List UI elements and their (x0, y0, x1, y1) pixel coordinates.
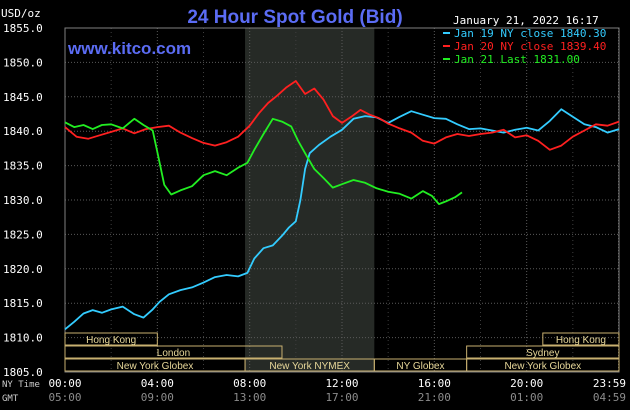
y-tick-label: 1815.0 (3, 297, 43, 310)
x-tick-label-gmt: 05:00 (48, 391, 81, 404)
session-label: Sydney (526, 348, 559, 359)
session-box (64, 332, 158, 346)
nymex-session-shade (245, 28, 375, 372)
x-tick-label-ny: 00:00 (48, 377, 81, 390)
series-line (64, 80, 620, 151)
timestamp-label: January 21, 2022 16:17 (453, 14, 599, 27)
x-tick-label-ny: 23:59 (593, 377, 626, 390)
session-box (542, 332, 620, 346)
session-box (64, 345, 283, 359)
session-box (466, 345, 620, 359)
x-tick-label-ny: 08:00 (233, 377, 266, 390)
session-label: Hong Kong (556, 335, 606, 346)
grid-lines (64, 27, 620, 373)
y-tick-label: 1820.0 (3, 263, 43, 276)
chart-title: 24 Hour Spot Gold (Bid) (187, 7, 402, 28)
y-axis-unit-label: USD/oz (1, 7, 41, 20)
y-tick-label: 1855.0 (3, 22, 43, 35)
x-tick-label-ny: 16:00 (418, 377, 451, 390)
source-watermark: www.kitco.com (67, 39, 191, 58)
y-tick-label: 1810.0 (3, 332, 43, 345)
session-box (466, 358, 620, 372)
ny-time-row-label: NY Time (2, 380, 40, 390)
legend-entry: Jan 20 NY close 1839.40 (454, 40, 606, 53)
x-tick-label-ny: 12:00 (325, 377, 358, 390)
gmt-row-label: GMT (2, 394, 19, 404)
x-tick-label-gmt: 21:00 (418, 391, 451, 404)
session-label: New York Globex (117, 361, 194, 372)
y-tick-label: 1830.0 (3, 194, 43, 207)
series-line (64, 108, 620, 330)
x-tick-label-gmt: 09:00 (141, 391, 174, 404)
market-session-rows: Hong Kong Hong Kong London Sydney New York G… (64, 332, 620, 372)
series-line (64, 117, 463, 205)
y-tick-labels: 1855.0 1850.0 1845.0 1840.0 1835.0 1830.0 1825… (3, 22, 43, 379)
x-tick-label-gmt: 01:00 (510, 391, 543, 404)
y-tick-label: 1850.0 (3, 56, 43, 69)
x-tick-label-gmt: 17:00 (325, 391, 358, 404)
session-label: New York Globex (504, 361, 581, 372)
x-tick-label-ny: 20:00 (510, 377, 543, 390)
session-label: New York NYMEX (269, 361, 350, 372)
y-tick-label: 1845.0 (3, 91, 43, 104)
session-label: Hong Kong (86, 335, 136, 346)
legend-entry: Jan 21 Last 1831.00 (454, 53, 580, 66)
x-tick-label-ny: 04:00 (141, 377, 174, 390)
session-label: London (157, 348, 190, 359)
y-tick-label: 1840.0 (3, 125, 43, 138)
price-series (64, 80, 620, 330)
y-tick-label: 1805.0 (3, 366, 43, 379)
plot-frame (64, 27, 620, 373)
y-tick-label: 1825.0 (3, 228, 43, 241)
y-tick-label: 1835.0 (3, 160, 43, 173)
session-label: NY Globex (396, 361, 444, 372)
legend-entry: Jan 19 NY close 1840.30 (454, 27, 606, 40)
x-tick-label-gmt: 13:00 (233, 391, 266, 404)
x-tick-label-gmt: 04:59 (593, 391, 626, 404)
